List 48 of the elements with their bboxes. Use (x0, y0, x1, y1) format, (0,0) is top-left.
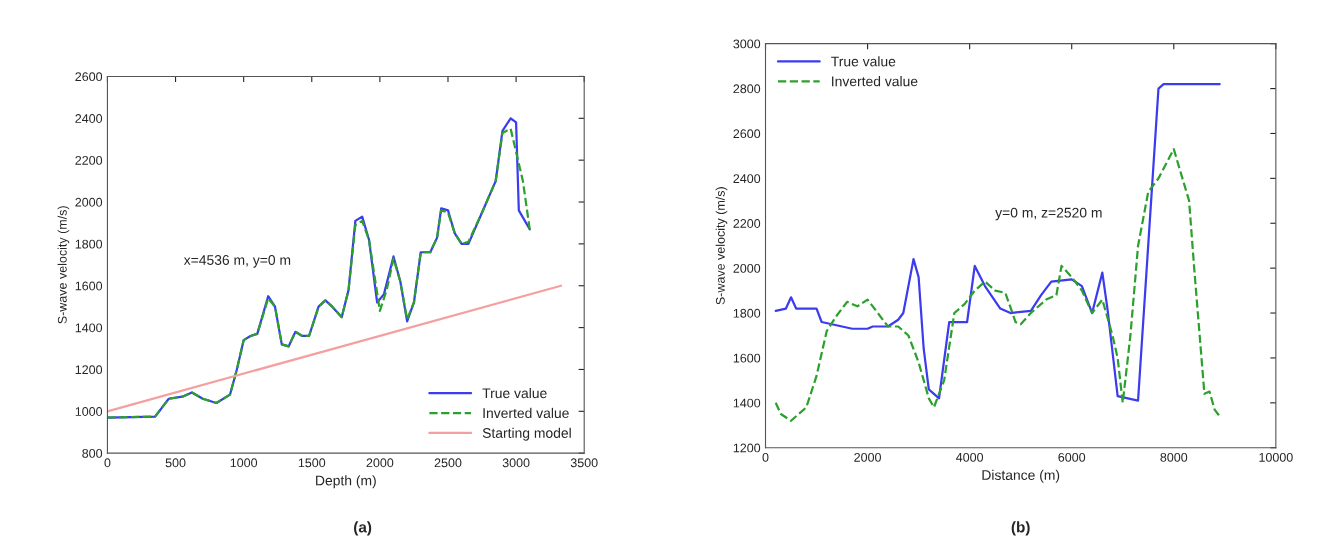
x-tick-label: 2000 (854, 452, 881, 462)
y-tick-label: 1000 (75, 407, 103, 416)
y-tick-label: 2200 (733, 219, 761, 228)
legend-label: True value (831, 56, 896, 67)
y-tick-label: 800 (82, 448, 103, 458)
x-tick-label: 3000 (502, 458, 530, 468)
x-tick-label: 2000 (366, 458, 394, 468)
x-tick-label: 500 (165, 458, 186, 468)
y-tick-label: 2000 (733, 263, 761, 273)
x-tick-label: 4000 (956, 452, 984, 462)
y-tick-label: 2200 (75, 155, 103, 165)
y-tick-label: 2600 (75, 72, 103, 82)
annotation: y=0 m, z=2520 m (995, 207, 1102, 221)
y-tick-label: 2800 (733, 84, 761, 94)
y-tick-label: 1800 (75, 239, 103, 249)
line-series (774, 148, 1221, 422)
legend-label: Inverted value (483, 407, 569, 419)
x-tick-label: 3500 (570, 458, 598, 468)
x-tick-label: 0 (762, 452, 769, 462)
text: (a) (354, 521, 372, 536)
x-axis-title: Depth (m) (316, 475, 376, 489)
y-tick-label: 1400 (75, 323, 103, 333)
annotation: x=4536 m, y=0 m (183, 255, 291, 268)
x-tick-label: 1000 (230, 458, 258, 468)
y-tick-label: 1600 (75, 281, 103, 291)
y-axis-title: S-wave velocity (m/s) (57, 206, 70, 324)
legend-label: True value (482, 387, 547, 399)
legend-label: Inverted value (832, 76, 918, 87)
y-tick-label: 1200 (75, 365, 103, 375)
y-tick-label: 2600 (733, 129, 761, 139)
legend-label: Starting model (482, 427, 571, 441)
y-tick-label: 1400 (733, 398, 761, 408)
y-tick-label: 1600 (733, 353, 761, 363)
x-axis-title: Distance (m) (982, 469, 1060, 483)
y-tick-label: 3000 (733, 39, 761, 49)
x-tick-label: 1500 (298, 458, 326, 468)
y-axis-title: S-wave velocity (m/s) (715, 187, 728, 305)
y-tick-label: 2000 (75, 197, 103, 207)
x-tick-label: 6000 (1058, 452, 1086, 462)
y-tick-label: 2400 (733, 174, 761, 184)
y-tick-label: 1800 (733, 308, 761, 318)
x-tick-label: 10000 (1259, 452, 1293, 462)
x-tick-label: 0 (104, 458, 111, 468)
y-tick-label: 1200 (733, 443, 761, 453)
text: (b) (1011, 521, 1030, 536)
x-tick-label: 8000 (1160, 452, 1188, 462)
y-tick-label: 2400 (75, 114, 103, 123)
x-tick-label: 2500 (434, 458, 462, 468)
